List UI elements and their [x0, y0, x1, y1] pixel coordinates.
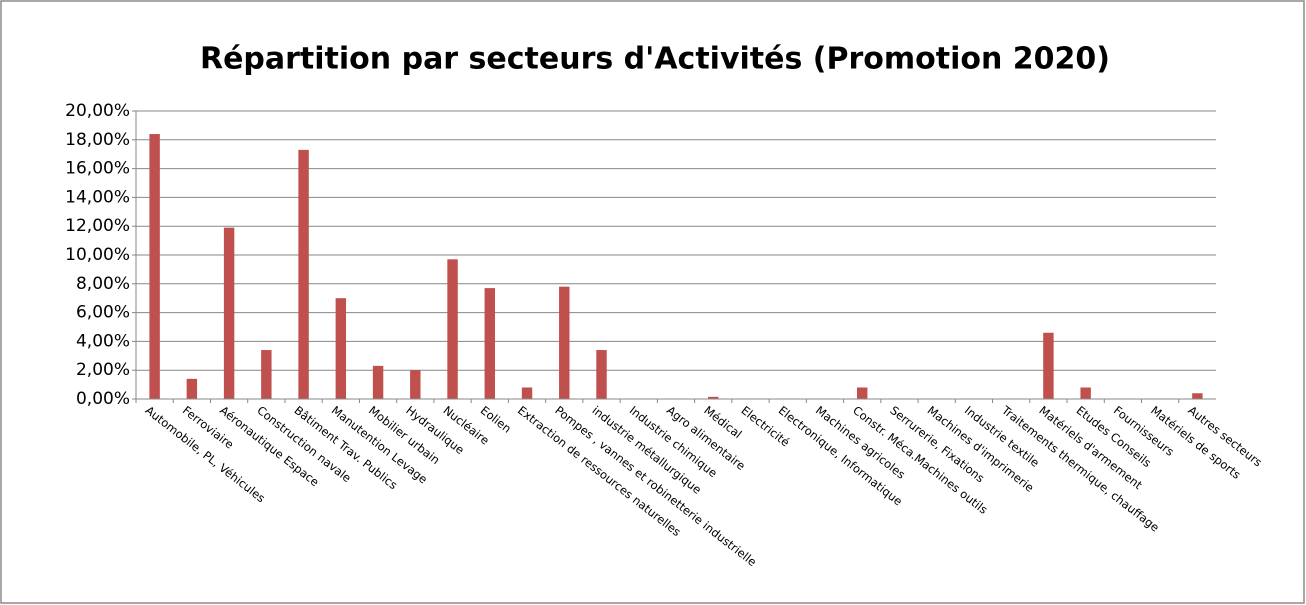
- bar: [335, 298, 347, 399]
- bar: [708, 396, 719, 399]
- y-tick-label: 8,00%: [76, 274, 130, 294]
- y-tick-label: 2,00%: [76, 360, 130, 380]
- bar: [521, 387, 533, 399]
- y-tick-label: 6,00%: [76, 303, 130, 323]
- bar: [447, 259, 458, 399]
- y-tick-label: 4,00%: [76, 331, 130, 351]
- bar: [372, 365, 384, 399]
- y-tick-label: 18,00%: [65, 130, 130, 150]
- y-tick-label: 16,00%: [65, 159, 130, 179]
- chart-title: Répartition par secteurs d'Activités (Pr…: [200, 42, 1110, 77]
- bar: [484, 288, 496, 399]
- y-tick-label: 0,00%: [76, 389, 130, 409]
- bar: [1192, 393, 1203, 399]
- bar: [856, 387, 868, 399]
- bar: [559, 286, 570, 399]
- y-tick-label: 10,00%: [65, 245, 130, 265]
- y-tick-label: 20,00%: [65, 101, 130, 121]
- bar: [1080, 387, 1091, 399]
- y-tick-label: 14,00%: [65, 187, 130, 207]
- bar: [261, 350, 272, 399]
- bar: [298, 149, 309, 399]
- y-tick-label: 12,00%: [65, 216, 130, 236]
- bar: [223, 227, 235, 399]
- bar: [186, 378, 198, 399]
- bar: [1043, 332, 1054, 399]
- bar: [596, 350, 607, 399]
- bar: [149, 134, 160, 400]
- bar: [410, 370, 421, 399]
